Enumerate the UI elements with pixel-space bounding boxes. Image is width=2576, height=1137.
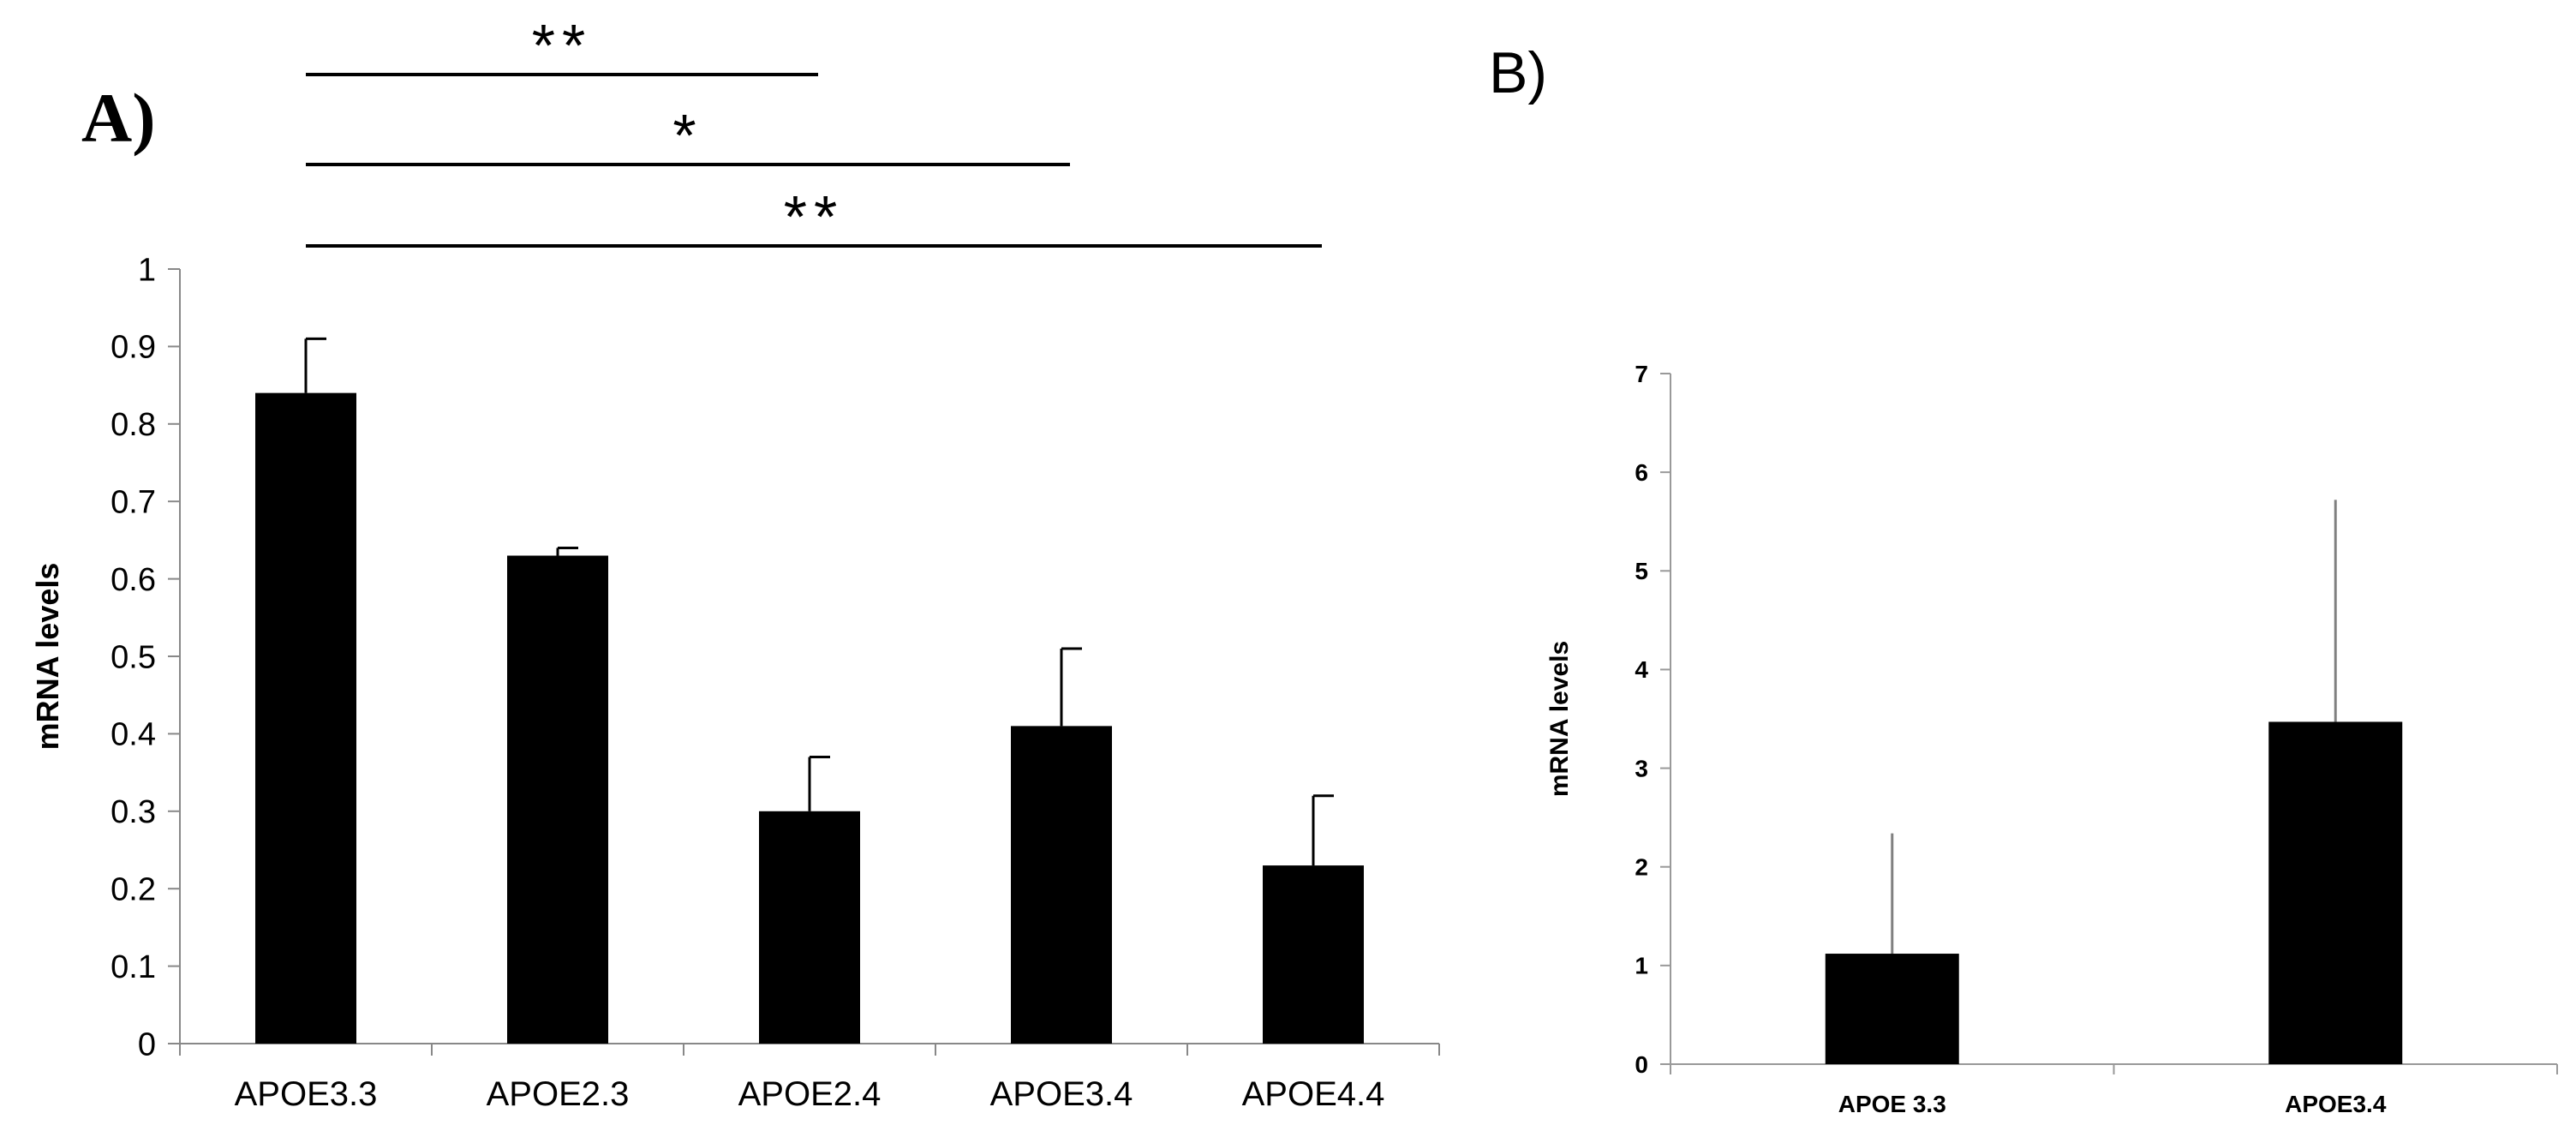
x-category-label: APOE3.4 (2285, 1091, 2387, 1117)
y-tick-label: 0.7 (111, 485, 156, 521)
y-tick-label: 0.9 (111, 330, 156, 366)
x-category-label: APOE2.3 (487, 1075, 630, 1113)
y-tick-label: 0.3 (111, 794, 156, 830)
bar (2268, 721, 2403, 1064)
y-axis-label: mRNA levels (30, 563, 65, 751)
y-tick-label: 1 (1635, 953, 1648, 979)
y-tick-label: 7 (1635, 361, 1648, 387)
y-tick-label: 0.4 (111, 717, 156, 753)
y-tick-label: 0 (138, 1026, 156, 1062)
panel-label: B) (1489, 40, 1547, 105)
bar (1825, 954, 1959, 1064)
y-tick-label: 0 (1635, 1051, 1648, 1078)
y-axis-label: mRNA levels (1545, 641, 1574, 797)
x-category-label: APOE3.3 (235, 1075, 378, 1113)
y-tick-label: 0.5 (111, 639, 156, 675)
bar (507, 555, 608, 1044)
y-tick-label: 5 (1635, 558, 1648, 584)
significance-label: ** (784, 183, 844, 250)
bar (759, 811, 860, 1044)
significance-label: * (672, 102, 702, 169)
x-category-label: APOE 3.3 (1838, 1091, 1946, 1117)
y-tick-label: 0.1 (111, 949, 156, 985)
y-tick-label: 6 (1635, 459, 1648, 486)
y-tick-label: 0.8 (111, 407, 156, 443)
y-tick-label: 1 (138, 252, 156, 288)
y-tick-label: 4 (1635, 656, 1648, 683)
y-tick-label: 3 (1635, 755, 1648, 781)
bar (1263, 865, 1364, 1044)
significance-label: ** (532, 12, 592, 79)
panel-b-chart: B) 0 1 2 3 4 5 6 7 APOE 3.3 APOE3.4 mRNA levels (1489, 40, 2558, 1117)
x-category-label: APOE3.4 (990, 1075, 1133, 1113)
y-tick-label: 2 (1635, 854, 1648, 881)
bar (1011, 726, 1112, 1044)
x-category-label: APOE4.4 (1242, 1075, 1385, 1113)
panel-label: A) (81, 79, 156, 157)
y-tick-label: 0.2 (111, 872, 156, 908)
x-category-label: APOE2.4 (738, 1075, 882, 1113)
bar (255, 392, 356, 1044)
y-tick-label: 0.6 (111, 562, 156, 598)
panel-a-chart: A) 0 0.1 0.2 0.3 0.4 0.5 0.6 0.7 0.8 0.9 1 APOE3.3 AP… (30, 12, 1440, 1113)
